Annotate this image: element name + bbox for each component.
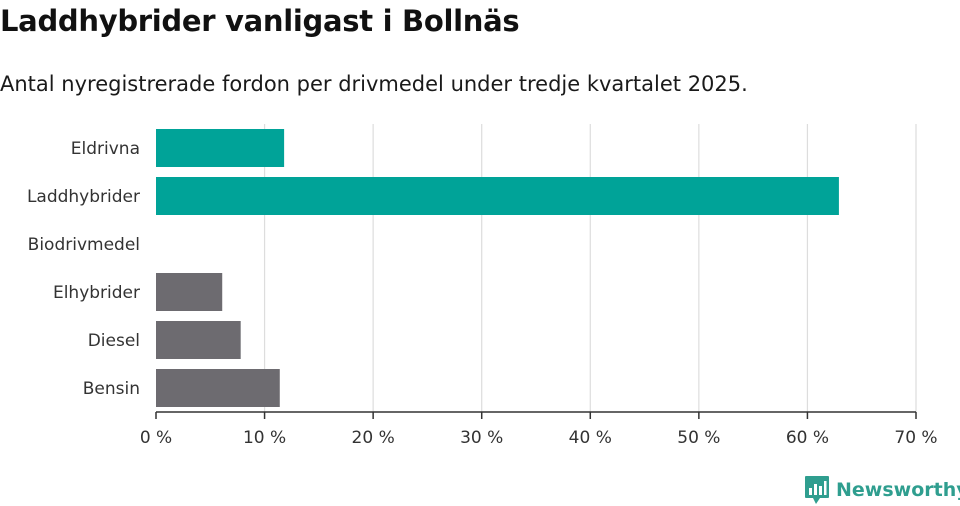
category-label: Laddhybrider bbox=[27, 187, 140, 207]
chart-title: Laddhybrider vanligast i Bollnäs bbox=[0, 4, 520, 38]
category-label: Elhybrider bbox=[53, 283, 140, 303]
x-tick-label: 70 % bbox=[894, 428, 937, 448]
bar bbox=[156, 273, 223, 311]
bar bbox=[156, 129, 285, 167]
x-tick-label: 0 % bbox=[140, 428, 172, 448]
x-tick-label: 20 % bbox=[352, 428, 395, 448]
category-label: Biodrivmedel bbox=[28, 235, 140, 255]
bar bbox=[156, 177, 839, 215]
newsworthy-logo-icon bbox=[805, 476, 829, 504]
newsworthy-logo: Newsworthy bbox=[804, 474, 960, 506]
bar-chart: Eldrivna Laddhybrider Biodrivmedel Elhybrid… bbox=[27, 124, 938, 448]
bar bbox=[156, 369, 280, 407]
x-tick-label: 40 % bbox=[569, 428, 612, 448]
chart-subtitle: Antal nyregistrerade fordon per drivmede… bbox=[0, 72, 748, 96]
x-tick-label: 30 % bbox=[460, 428, 503, 448]
category-label: Bensin bbox=[83, 379, 140, 399]
x-tick-label: 50 % bbox=[677, 428, 720, 448]
category-label: Eldrivna bbox=[71, 139, 140, 159]
x-tick-label: 60 % bbox=[786, 428, 829, 448]
x-tick-label: 10 % bbox=[243, 428, 286, 448]
bar bbox=[156, 321, 241, 359]
category-label: Diesel bbox=[88, 331, 140, 351]
newsworthy-logo-text: Newsworthy bbox=[836, 479, 960, 501]
